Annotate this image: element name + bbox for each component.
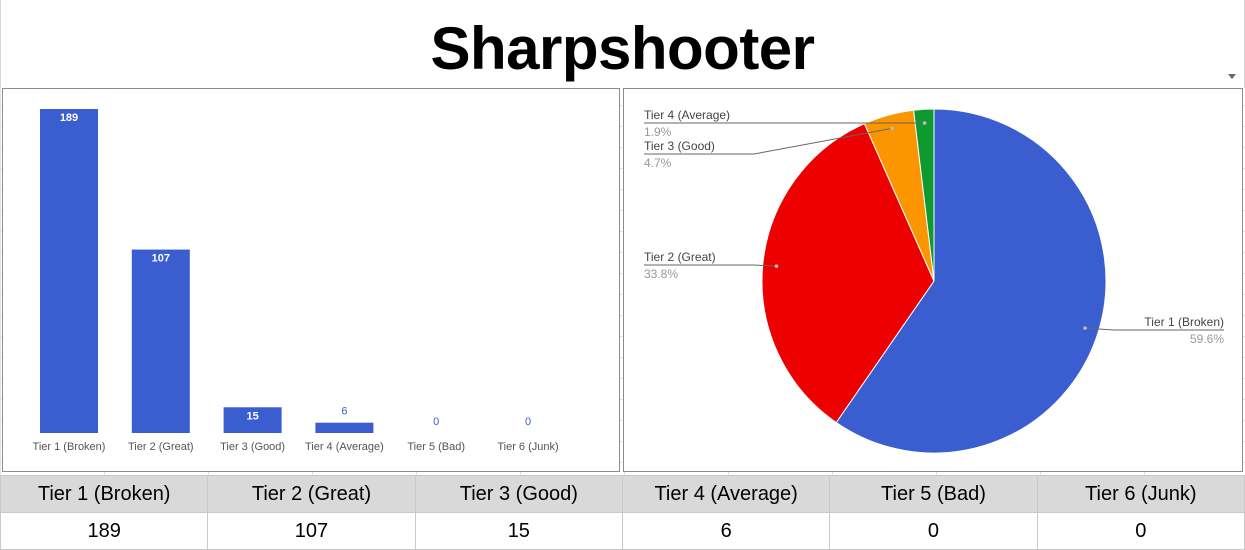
table-header-cell[interactable]: Tier 4 (Average) [622, 476, 829, 513]
pie-percent-label: 1.9% [644, 125, 672, 139]
pie-percent-label: 59.6% [1190, 332, 1224, 346]
bar-data-label: 107 [152, 253, 170, 265]
table-cell[interactable]: 189 [1, 513, 208, 550]
bar-data-label: 0 [433, 416, 439, 428]
table-cell[interactable]: 0 [1037, 513, 1244, 550]
title-cell[interactable]: Sharpshooter [0, 0, 1245, 88]
pie-leader-dot [1083, 326, 1087, 330]
bar-chart-svg: 189 Tier 1 (Broken) 107 Tier 2 (Great) 15 Tie… [3, 89, 619, 471]
x-tick-label: Tier 2 (Great) [128, 441, 194, 453]
table-header-cell[interactable]: Tier 3 (Good) [415, 476, 622, 513]
pie-leader-dot [890, 127, 894, 131]
pie-percent-label: 4.7% [644, 156, 672, 170]
x-tick-label: Tier 1 (Broken) [33, 441, 106, 453]
bar-data-label: 15 [246, 410, 258, 422]
x-tick-label: Tier 4 (Average) [305, 441, 384, 453]
data-table: Tier 1 (Broken) Tier 2 (Great) Tier 3 (G… [0, 475, 1245, 550]
table-header-cell[interactable]: Tier 5 (Bad) [830, 476, 1037, 513]
table-header-cell[interactable]: Tier 2 (Great) [208, 476, 415, 513]
bar-mark[interactable] [132, 250, 190, 433]
table-header-cell[interactable]: Tier 6 (Junk) [1037, 476, 1244, 513]
x-tick-label: Tier 3 (Good) [220, 441, 285, 453]
bar-chart[interactable]: 189 Tier 1 (Broken) 107 Tier 2 (Great) 15 Tie… [2, 88, 620, 472]
bar-data-label: 6 [341, 406, 347, 418]
pie-leader-dot [775, 264, 779, 268]
table-header-cell[interactable]: Tier 1 (Broken) [1, 476, 208, 513]
pie-chart[interactable]: Tier 1 (Broken) 59.6% Tier 2 (Great) 33.8% T… [623, 88, 1243, 472]
table-cell[interactable]: 6 [622, 513, 829, 550]
x-tick-label: Tier 6 (Junk) [497, 441, 558, 453]
table-cell[interactable]: 0 [830, 513, 1037, 550]
pie-category-label: Tier 2 (Great) [644, 250, 716, 264]
table-cell[interactable]: 15 [415, 513, 622, 550]
pie-leader-dot [923, 121, 927, 125]
pie-percent-label: 33.8% [644, 267, 678, 281]
bar-mark[interactable] [40, 109, 98, 433]
bar-data-label: 189 [60, 112, 78, 124]
pie-leader-line [644, 265, 776, 266]
pie-category-label: Tier 1 (Broken) [1144, 315, 1224, 329]
page-title: Sharpshooter [1, 12, 1244, 86]
chevron-down-icon[interactable] [1228, 74, 1236, 79]
bar-mark[interactable] [315, 423, 373, 433]
pie-category-label: Tier 3 (Good) [644, 139, 715, 153]
x-tick-label: Tier 5 (Bad) [407, 441, 465, 453]
bar-data-label: 0 [525, 416, 531, 428]
pie-chart-svg: Tier 1 (Broken) 59.6% Tier 2 (Great) 33.8% T… [624, 89, 1242, 471]
table-header-row: Tier 1 (Broken) Tier 2 (Great) Tier 3 (G… [1, 476, 1245, 513]
table-cell[interactable]: 107 [208, 513, 415, 550]
table-row: 189 107 15 6 0 0 [1, 513, 1245, 550]
pie-category-label: Tier 4 (Average) [644, 108, 730, 122]
